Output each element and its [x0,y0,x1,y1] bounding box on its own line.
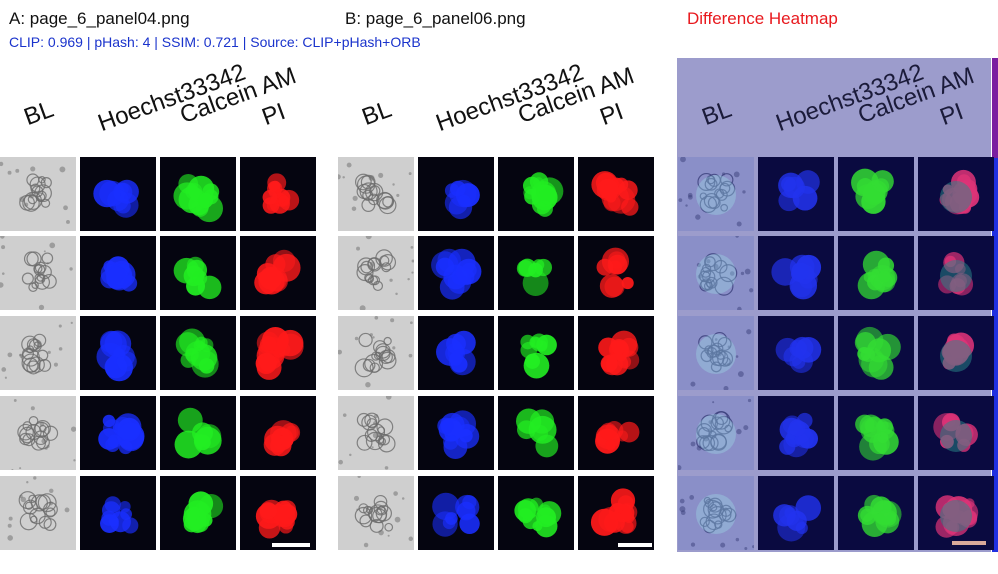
panel-diff-row2-pi-image [918,236,994,310]
panel-b-row2-hoechst33342-image [418,236,494,310]
panel-b-row3-bl-image [338,316,414,390]
panel-b-row5-hoechst33342-image [418,476,494,550]
panel-a-row4-bl-image [0,396,76,470]
panel-diff-row4-calcein-am-image [838,396,914,470]
panel-a-row3-hoechst33342-image [80,316,156,390]
similarity-metrics: CLIP: 0.969 | pHash: 4 | SSIM: 0.721 | S… [9,34,421,50]
panel-diff-row1-hoechst33342-image [758,157,834,231]
panel-a-row2-bl-image [0,236,76,310]
image-b-title: B: page_6_panel06.png [345,9,526,28]
panel-a-row2-hoechst33342-image [80,236,156,310]
panel-diff-row2-bl-image [678,236,754,310]
panel-diff-row5-hoechst33342-image [758,476,834,550]
panel-a-row1-hoechst33342-image [80,157,156,231]
panel-diff-row5-pi-image [918,476,994,550]
panel-b-row1-bl-image [338,157,414,231]
panel-diff-row3-calcein-am-image [838,316,914,390]
panel-diff-row4-hoechst33342-image [758,396,834,470]
panel-diff-row1-calcein-am-image [838,157,914,231]
panel-a-row4-pi-image [240,396,316,470]
panel-diff-row5-calcein-am-image [838,476,914,550]
scale-bar [618,543,652,547]
panel-b-row3-pi-image [578,316,654,390]
panel-b-row5-bl-image [338,476,414,550]
panel-a-row2-calcein-am-image [160,236,236,310]
panel-a-row4-hoechst33342-image [80,396,156,470]
column-header-bl: BL [358,95,396,132]
panel-b-row1-hoechst33342-image [418,157,494,231]
panel-diff-row1-pi-image [918,157,994,231]
panel-diff-row1-bl-image [678,157,754,231]
panel-b-row2-pi-image [578,236,654,310]
panel-b-row5-pi-image [578,476,654,550]
panel-diff-row4-bl-image [678,396,754,470]
panel-b-row4-pi-image [578,396,654,470]
panel-diff-row3-hoechst33342-image [758,316,834,390]
panel-b-row2-bl-image [338,236,414,310]
image-a-title: A: page_6_panel04.png [9,9,190,28]
panel-a-row1-calcein-am-image [160,157,236,231]
panel-a-row5-hoechst33342-image [80,476,156,550]
panel-a-row4-calcein-am-image [160,396,236,470]
panel-b-row1-pi-image [578,157,654,231]
panel-a-row3-bl-image [0,316,76,390]
panel-a-row5-bl-image [0,476,76,550]
heatmap-edge-strip [992,58,998,552]
panel-b-row3-hoechst33342-image [418,316,494,390]
panel-a-row1-bl-image [0,157,76,231]
panel-a-row5-calcein-am-image [160,476,236,550]
panel-a-row1-pi-image [240,157,316,231]
panel-b-row4-calcein-am-image [498,396,574,470]
panel-a-row3-pi-image [240,316,316,390]
panel-b-row4-bl-image [338,396,414,470]
scale-bar [952,541,986,545]
diff-heatmap-title: Difference Heatmap [687,9,838,28]
panel-diff-row5-bl-image [678,476,754,550]
panel-b-row1-calcein-am-image [498,157,574,231]
panel-diff-row2-calcein-am-image [838,236,914,310]
panel-a-row3-calcein-am-image [160,316,236,390]
panel-a-row2-pi-image [240,236,316,310]
panel-diff-row4-pi-image [918,396,994,470]
panel-a-row5-pi-image [240,476,316,550]
column-header-pi: PI [258,97,289,132]
panel-diff-row2-hoechst33342-image [758,236,834,310]
panel-diff-row3-bl-image [678,316,754,390]
panel-b-row3-calcein-am-image [498,316,574,390]
column-header-bl: BL [20,95,58,132]
panel-diff-row3-pi-image [918,316,994,390]
panel-b-row4-hoechst33342-image [418,396,494,470]
scale-bar [272,543,310,547]
panel-b-row2-calcein-am-image [498,236,574,310]
column-header-pi: PI [596,97,627,132]
panel-b-row5-calcein-am-image [498,476,574,550]
